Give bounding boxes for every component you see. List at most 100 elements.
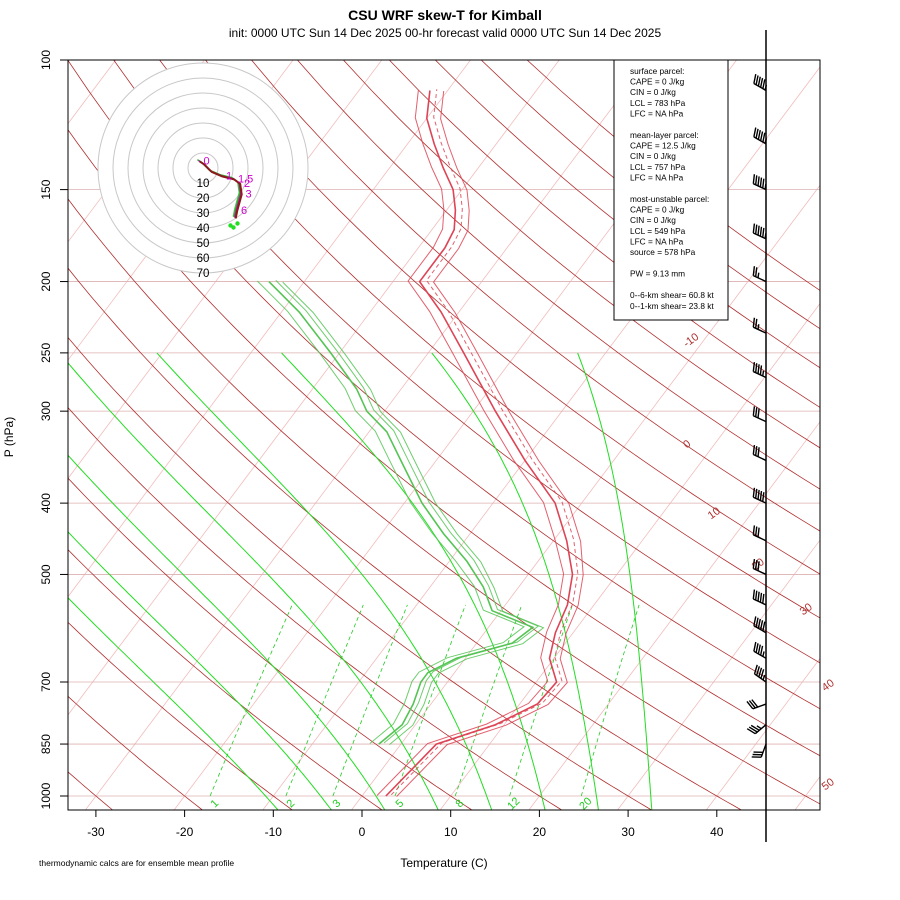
- mixing-ratio-line: [454, 604, 523, 797]
- isotherm: [84, 60, 649, 810]
- y-tick-label: 500: [39, 564, 53, 584]
- hodograph-ring-label: 30: [197, 208, 210, 220]
- dry-adiabat: [435, 60, 820, 369]
- wind-barb: [752, 525, 767, 542]
- parcel-panel-line: CIN = 0 J/kg: [630, 215, 676, 225]
- moist-adiabat: [281, 352, 546, 810]
- x-tick-label: 0: [359, 825, 366, 839]
- dry-adiabat: [159, 60, 820, 619]
- isotherm-label: 10: [706, 505, 723, 522]
- dry-adiabat: [251, 60, 820, 532]
- isotherm: [68, 60, 471, 598]
- dry-adiabat: [68, 60, 820, 710]
- wind-barb: [746, 699, 767, 710]
- x-axis-label: Temperature (C): [400, 856, 487, 870]
- x-tick-label: 20: [533, 825, 547, 839]
- moist-adiabat: [68, 531, 332, 810]
- moist-adiabat: [431, 352, 599, 810]
- isotherm: [528, 421, 820, 810]
- hodograph-ring: [187, 152, 219, 184]
- wind-barb: [752, 487, 767, 504]
- wind-barb: [753, 74, 768, 92]
- hodograph-ring: [127, 92, 279, 244]
- parcel-panel-line: CIN = 0 J/kg: [630, 151, 676, 161]
- parcel-panel-line: CAPE = 0 J/kg: [630, 77, 685, 87]
- dry-adiabat: [68, 267, 743, 810]
- wind-barb: [753, 616, 767, 634]
- wind-barb: [751, 743, 767, 758]
- parcel-panel-line: LCL = 549 hPa: [630, 226, 686, 236]
- parcel-panel-line: LCL = 783 hPa: [630, 98, 686, 108]
- dry-adiabat: [205, 60, 820, 575]
- hodograph-ring: [172, 137, 234, 199]
- mixing-ratio-line: [285, 604, 364, 797]
- isotherm: [351, 184, 820, 810]
- hodograph-ring-label: 20: [197, 193, 210, 205]
- mixing-ratio-label: 5: [393, 797, 406, 810]
- hodograph-height-label: 1: [226, 171, 232, 183]
- hodograph-marker: [231, 225, 236, 230]
- parcel-panel-line: most-unstable parcel:: [630, 194, 709, 204]
- hodograph-ring-label: 50: [197, 238, 210, 250]
- parcel-panel-line: 0--1-km shear= 23.8 kt: [630, 301, 714, 311]
- wind-barb: [746, 724, 767, 735]
- y-tick-label: 300: [39, 401, 53, 421]
- dry-adiabat: [68, 336, 653, 810]
- dry-adiabat: [68, 198, 820, 805]
- hodograph-ring: [157, 122, 249, 214]
- dry-adiabat: [68, 406, 563, 810]
- chart-title: CSU WRF skew-T for Kimball: [348, 7, 542, 23]
- hodograph-height-label: 3: [246, 189, 252, 201]
- dry-adiabat: [68, 129, 820, 757]
- dry-adiabat: [68, 771, 114, 810]
- mixing-ratio-line: [580, 604, 640, 797]
- dry-adiabat: [113, 60, 820, 664]
- parcel-panel-line: LFC = NA hPa: [630, 108, 684, 118]
- isotherm: [439, 302, 820, 810]
- parcel-panel-line: surface parcel:: [630, 66, 684, 76]
- isotherm: [617, 539, 820, 810]
- mixing-ratio-label: 2: [284, 797, 297, 810]
- parcel-panel-line: LFC = NA hPa: [630, 172, 684, 182]
- y-tick-label: 400: [39, 493, 53, 513]
- dewpoint-profile: [282, 281, 545, 745]
- dry-adiabat: [297, 60, 820, 490]
- wind-barb: [753, 127, 768, 145]
- dry-adiabat: [68, 477, 473, 810]
- wind-barb: [752, 406, 767, 423]
- y-tick-label: 850: [39, 734, 53, 754]
- parcel-panel-line: PW = 9.13 mm: [630, 269, 685, 279]
- parcel-panel-line: source = 578 hPa: [630, 247, 696, 257]
- mixing-ratio-label: 8: [453, 797, 466, 810]
- dry-adiabat: [343, 60, 820, 449]
- mixing-ratio-line: [394, 604, 466, 797]
- parcel-panel-line: CAPE = 0 J/kg: [630, 205, 685, 215]
- temperature-profile: [396, 90, 584, 797]
- y-tick-label: 100: [39, 50, 53, 70]
- moist-adiabat: [68, 454, 386, 810]
- isotherm-label: 50: [820, 776, 837, 793]
- dry-adiabat: [389, 60, 820, 408]
- wind-barb: [753, 664, 767, 683]
- hodograph-ring-label: 70: [197, 268, 210, 280]
- temperature-profile: [390, 89, 579, 796]
- hodograph-ring: [97, 62, 309, 274]
- thermo-grid: [68, 60, 820, 810]
- hodograph-ring: [112, 77, 294, 259]
- hodograph-height-label: 6: [241, 205, 247, 217]
- dewpoint-profile: [268, 281, 535, 745]
- chart-subtitle: init: 0000 UTC Sun 14 Dec 2025 00-hr for…: [229, 26, 662, 40]
- wind-barb: [752, 559, 767, 576]
- hodograph-ring: [142, 107, 264, 229]
- x-tick-label: -10: [265, 825, 283, 839]
- y-tick-label: 700: [39, 672, 53, 692]
- dry-adiabat: [68, 549, 383, 810]
- hodograph-ring-label: 60: [197, 253, 210, 265]
- hodograph-ring-label: 40: [197, 223, 210, 235]
- x-tick-label: -20: [176, 825, 194, 839]
- isotherm-label: 40: [820, 677, 837, 694]
